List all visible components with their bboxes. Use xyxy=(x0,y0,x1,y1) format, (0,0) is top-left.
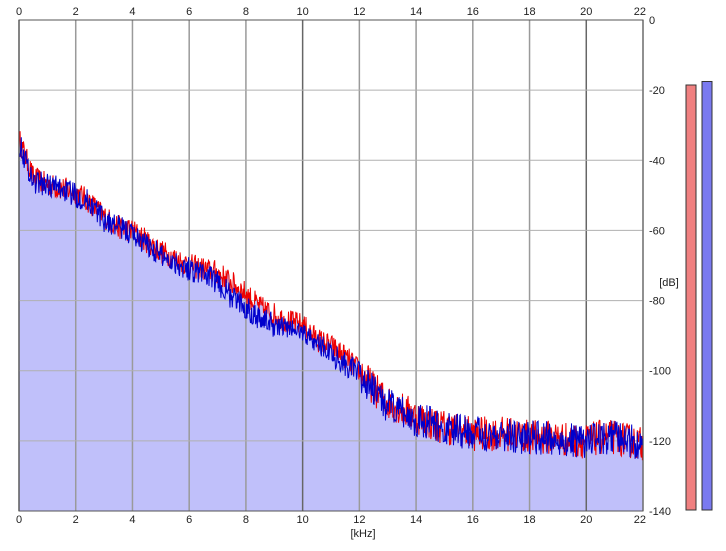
x-tick-label-top: 16 xyxy=(467,6,479,18)
x-tick-label-top: 12 xyxy=(353,6,365,18)
y-tick-label: -20 xyxy=(649,85,665,97)
y-tick-label: -40 xyxy=(649,155,665,167)
y-tick-label: -120 xyxy=(649,436,671,448)
x-tick-label-bottom: 14 xyxy=(410,514,422,526)
x-tick-label-top: 2 xyxy=(73,6,79,18)
y-axis-label: [dB] xyxy=(659,277,679,289)
x-tick-label-bottom: 18 xyxy=(523,514,535,526)
y-tick-labels: 0 -20 -40 -60 -80 -100 -120 -140 xyxy=(649,15,671,518)
x-tick-label-top: 18 xyxy=(523,6,535,18)
level-meter-right xyxy=(701,80,713,511)
x-tick-label-top: 14 xyxy=(410,6,422,18)
y-tick-label: 0 xyxy=(649,15,655,27)
x-tick-label-bottom: 16 xyxy=(467,514,479,526)
spectrum-fill-area xyxy=(19,131,643,512)
x-tick-label-top: 4 xyxy=(129,6,135,18)
x-tick-label-bottom: 10 xyxy=(297,514,309,526)
x-tick-label-bottom: 6 xyxy=(186,514,192,526)
x-tick-label-bottom: 12 xyxy=(353,514,365,526)
y-tick-label: -80 xyxy=(649,296,665,308)
plot-frame xyxy=(18,19,644,512)
x-tick-label-top: 10 xyxy=(297,6,309,18)
x-tick-label-bottom: 2 xyxy=(73,514,79,526)
x-tick-label-top: 22 xyxy=(634,6,646,18)
series-lines xyxy=(18,131,644,461)
x-tick-label-bottom: 4 xyxy=(129,514,135,526)
x-tick-label-top: 20 xyxy=(580,6,592,18)
x-tick-label-bottom: 22 xyxy=(634,514,646,526)
x-tick-label-top: 0 xyxy=(16,6,22,18)
x-tick-label-bottom: 8 xyxy=(243,514,249,526)
spectrum-fill xyxy=(19,131,643,512)
x-axis-label: [kHz] xyxy=(350,528,375,540)
y-tick-label: -60 xyxy=(649,225,665,237)
series-right-channel xyxy=(18,137,644,459)
level-meters xyxy=(685,80,713,511)
level-meter-left xyxy=(685,84,697,511)
x-tick-label-bottom: 20 xyxy=(580,514,592,526)
y-tick-label: -140 xyxy=(649,506,671,518)
x-tick-label-top: 8 xyxy=(243,6,249,18)
y-tick-label: -100 xyxy=(649,366,671,378)
x-tick-label-bottom: 0 xyxy=(16,514,22,526)
x-tick-label-top: 6 xyxy=(186,6,192,18)
